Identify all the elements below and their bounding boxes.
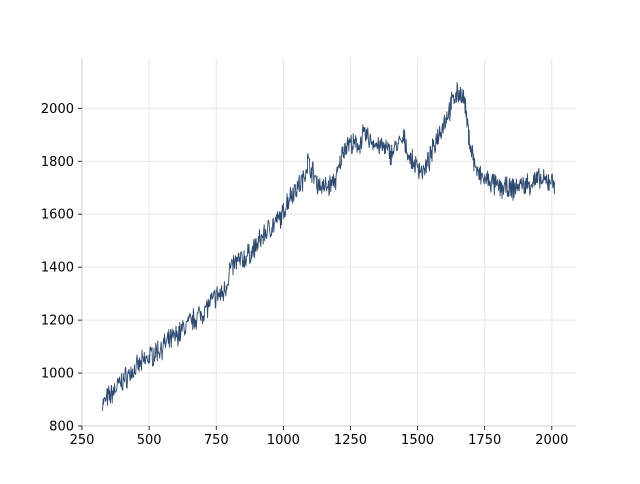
series-layer <box>101 82 555 412</box>
y-tick-label: 2000 <box>41 102 74 117</box>
y-tick-label: 1800 <box>41 155 74 170</box>
x-tick-label: 750 <box>204 433 229 448</box>
x-tick-label: 2000 <box>535 433 568 448</box>
y-axis-ticks: 800 1000 1200 1400 1600 1800 2000 <box>41 102 82 435</box>
x-axis-ticks: 250 500 750 1000 1250 1500 1750 2000 <box>70 426 568 448</box>
y-tick-label: 1600 <box>41 208 74 223</box>
x-tick-label: 1750 <box>468 433 501 448</box>
y-tick-label: 1200 <box>41 314 74 329</box>
x-tick-label: 1250 <box>334 433 367 448</box>
x-tick-label: 500 <box>137 433 162 448</box>
y-tick-label: 1400 <box>41 261 74 276</box>
y-tick-label: 1000 <box>41 367 74 382</box>
x-tick-label: 1000 <box>267 433 300 448</box>
x-tick-label: 250 <box>70 433 95 448</box>
y-tick-label: 800 <box>49 420 74 435</box>
x-tick-label: 1500 <box>401 433 434 448</box>
series-line <box>101 82 555 412</box>
axes <box>81 58 576 427</box>
grid <box>82 58 576 426</box>
